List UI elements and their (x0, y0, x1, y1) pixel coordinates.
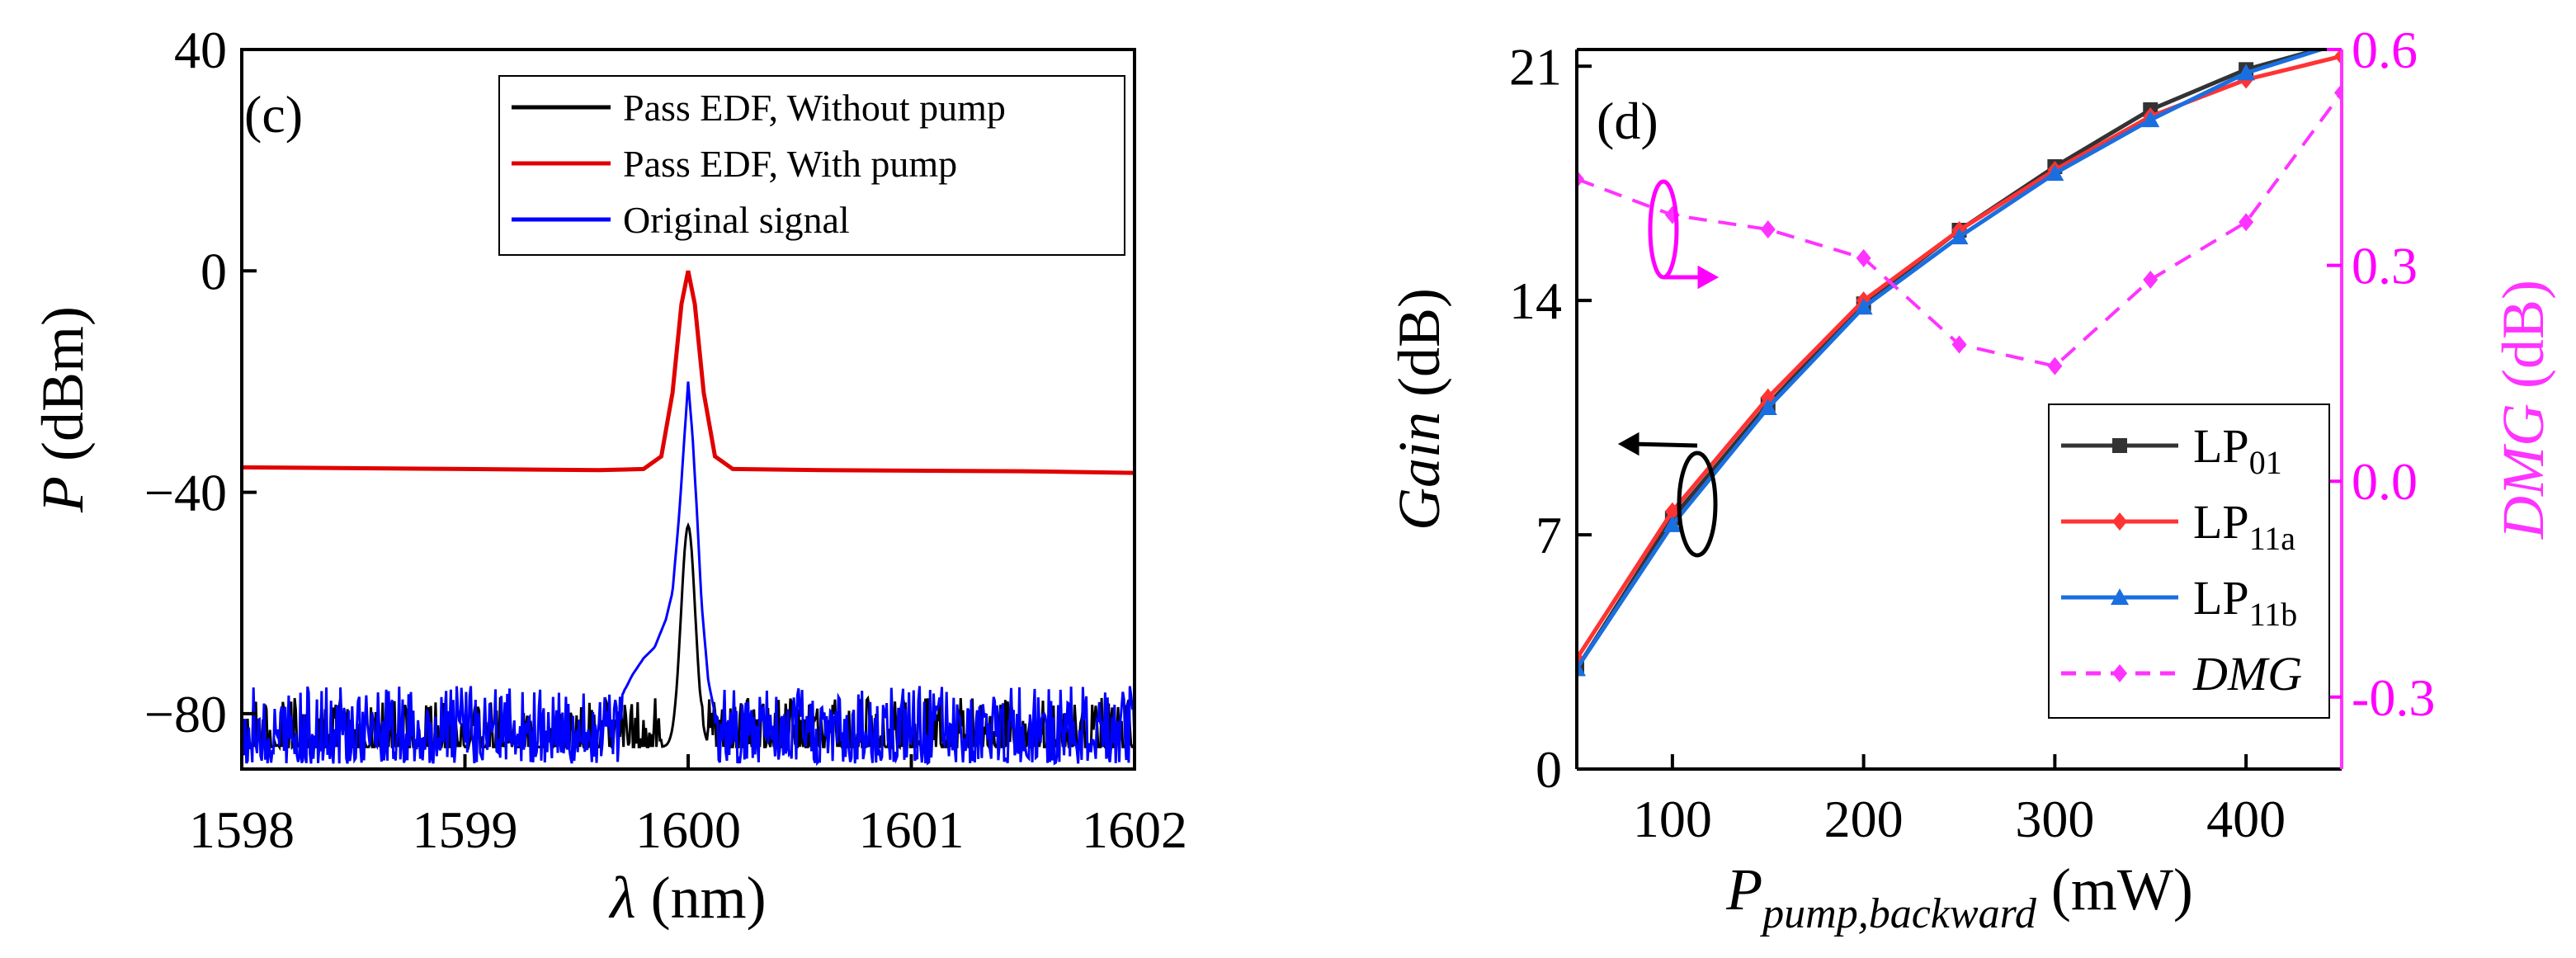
y-tick-label-c: 0 (201, 242, 227, 300)
y-tick-label-c: 40 (174, 21, 227, 79)
y-tick-label-d: 14 (1509, 271, 1562, 330)
plot-area-c (242, 271, 1135, 763)
legend-label-with-pump: Pass EDF, With pump (623, 143, 957, 185)
x-axis-label-c: λ (nm) (608, 865, 766, 931)
x-tick-label-d: 100 (1633, 790, 1712, 848)
x-tick-label-c: 1599 (413, 800, 518, 859)
legend-marker-lp01 (2112, 438, 2127, 453)
x-tick-label-d: 400 (2206, 790, 2286, 848)
y2-tick-label-d: 0.0 (2352, 452, 2418, 511)
x-tick-label-c: 1601 (859, 800, 965, 859)
y2-tick-label-d: -0.3 (2352, 668, 2435, 727)
annotation-gain-axis-indicator (1622, 436, 1715, 555)
legend-label-dmg: DMG (2192, 647, 2302, 701)
chart-panel-d: 100 200 300 400 0 7 14 21 0.6 0.3 0.0 -0.3 (d) LP01… (1386, 21, 2556, 937)
x-axis-label-d: Ppump,backward (mW) (1725, 857, 2193, 937)
y-tick-label-c: −80 (144, 685, 227, 743)
legend-c: Pass EDF, Without pump Pass EDF, With pu… (499, 76, 1125, 255)
annotation-dmg-axis-indicator (1650, 182, 1715, 286)
chart-panel-c: 1598 1599 1600 1601 1602 40 0 −40 −80 (c) Pass E… (30, 21, 1187, 931)
y2-tick-label-d: 0.3 (2352, 237, 2418, 295)
x-tick-label-d: 300 (2015, 790, 2094, 848)
series-line-with-pump (242, 271, 1135, 473)
panel-label-d: (d) (1597, 92, 1658, 150)
y-axis-label-d: Gain (dB) (1386, 288, 1452, 531)
panel-label-c: (c) (244, 85, 303, 144)
legend-label-without-pump: Pass EDF, Without pump (623, 87, 1006, 129)
data-point-lp11b (2333, 34, 2351, 50)
figure: 1598 1599 1600 1601 1602400−40−80 (c) Pass E… (0, 0, 2576, 958)
y2-tick-label-d: 0.6 (2352, 21, 2418, 79)
y-tick-label-d: 21 (1509, 37, 1562, 96)
data-point-dmg (2143, 271, 2158, 289)
y-tick-label-d: 7 (1536, 506, 1562, 564)
x-tick-label-d: 200 (1824, 790, 1904, 848)
legend-label-original-signal: Original signal (623, 199, 850, 241)
y-tick-label-d: 0 (1536, 740, 1562, 799)
y-tick-label-c: −40 (144, 464, 227, 522)
y2-axis-label-d: DMG (dB) (2490, 280, 2556, 540)
data-point-dmg (2047, 357, 2062, 375)
data-point-dmg (1761, 220, 1776, 238)
x-tick-label-c: 1600 (635, 800, 741, 859)
x-tick-label-c: 1602 (1082, 800, 1187, 859)
y-axis-label-c: P (dBm) (30, 306, 96, 513)
x-tick-label-c: 1598 (189, 800, 295, 859)
